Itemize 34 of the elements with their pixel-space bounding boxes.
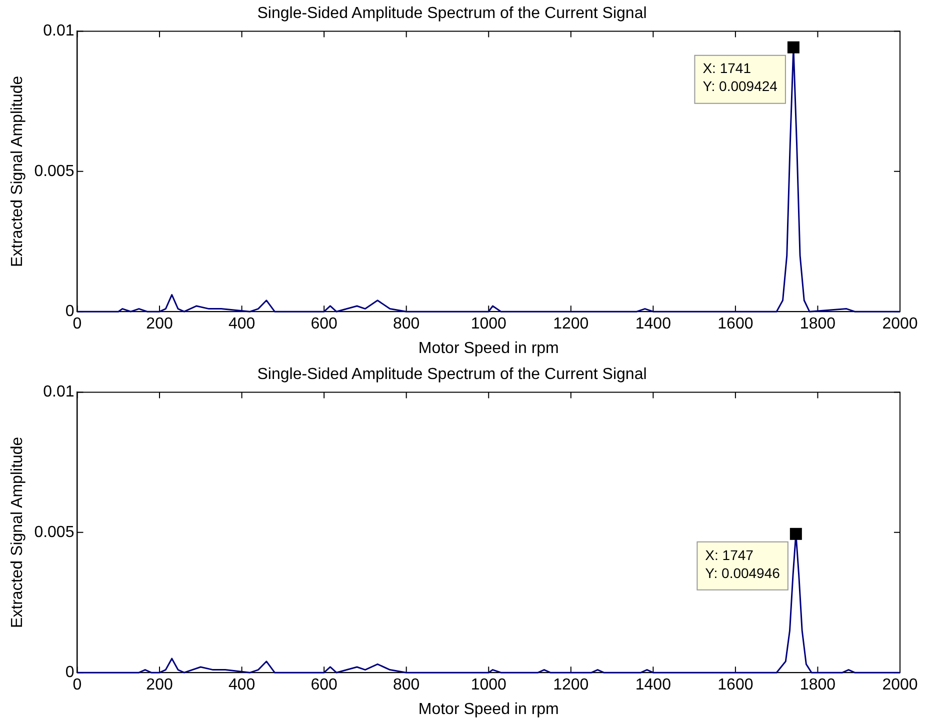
y-tick-label: 0	[65, 303, 74, 320]
x-tick-label: 200	[146, 676, 173, 694]
annotation: X: 1741 Y: 0.009424	[702, 60, 778, 94]
chart-title: Single-Sided Amplitude Spectrum of the Current Signal	[257, 5, 647, 22]
y-tick-label: 0.005	[34, 524, 74, 541]
x-tick-label: 400	[228, 676, 256, 694]
x-tick-label: 1400	[635, 676, 672, 694]
x-tick-label: 1400	[635, 316, 672, 333]
y-axis-title: Extracted Signal Amplitude	[9, 76, 26, 268]
x-tick-label: 1000	[470, 316, 507, 333]
x-tick-label: 800	[392, 676, 420, 694]
x-tick-label: 1600	[718, 676, 754, 694]
x-tick-label: 400	[228, 316, 256, 333]
x-tick-label: 600	[310, 316, 338, 333]
y-tick-label: 0	[65, 664, 74, 682]
x-tick-label: 1000	[470, 676, 507, 694]
x-tick-label: 200	[146, 316, 173, 333]
y-tick-label: 0.005	[34, 162, 74, 180]
x-tick-label: 1800	[800, 316, 836, 333]
chart-title: Single-Sided Amplitude Spectrum of the Current Signal	[257, 366, 647, 384]
x-tick-label: 600	[310, 676, 338, 694]
x-axis-title: Motor Speed in rpm	[418, 340, 559, 357]
x-tick-label: 2000	[882, 316, 918, 333]
x-tick-label: 800	[392, 316, 420, 333]
y-axis-title: Extracted Signal Amplitude	[9, 436, 26, 628]
annotation: X: 1747 Y: 0.004946	[705, 546, 780, 581]
x-tick-label: 1200	[553, 316, 589, 333]
x-axis-title: Motor Speed in rpm	[418, 700, 559, 718]
x-tick-label: 1600	[718, 316, 754, 333]
x-tick-label: 1800	[800, 676, 836, 694]
x-tick-label: 1200	[553, 676, 589, 694]
y-tick-label: 0.01	[43, 384, 74, 401]
y-tick-label: 0.01	[43, 22, 74, 40]
x-tick-label: 2000	[882, 676, 918, 694]
